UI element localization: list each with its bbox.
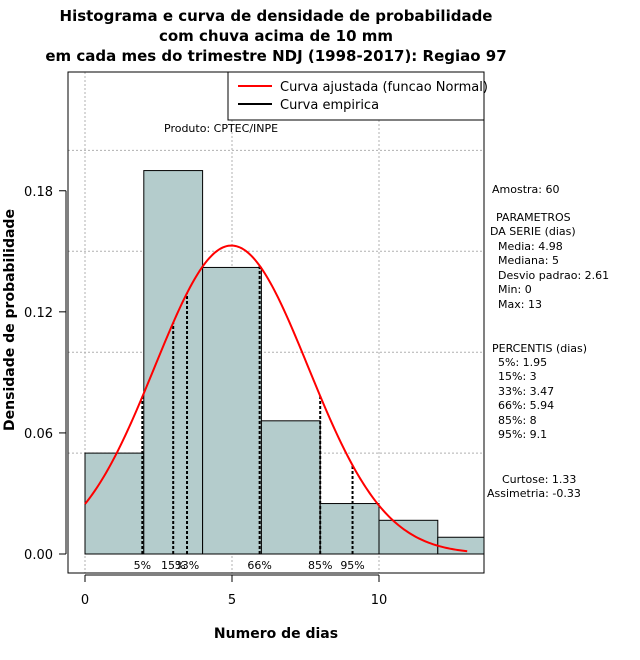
histogram-bar-3 [260,420,321,555]
x-tick-label-1: 5 [228,593,236,608]
y-tick-label-1: 0.06 [24,427,53,442]
percentile-label-4: 85% [308,559,332,572]
y-tick-label-3: 0.18 [24,185,53,200]
percentile-lines: 5% 15%33% 66% 85% 95% [134,265,365,572]
stat-p85: 85%: 8 [498,414,537,427]
product-label: Produto: CPTEC/INPE [164,122,278,135]
x-tick-label-2: 10 [371,593,388,608]
histogram-bar-4 [319,503,380,555]
histogram-bar-0 [84,452,145,555]
stat-sample: Amostra: 60 [492,183,559,196]
percentile-label-3: 66% [247,559,271,572]
chart-title-line-2: com chuva acima de 10 mm [159,27,393,45]
stat-p33: 33%: 3.47 [498,385,554,398]
stat-percentiles-title: PERCENTIS (dias) [492,342,587,355]
stat-max: Max: 13 [498,298,542,311]
histogram-bars [84,170,485,555]
chart-title-line-3: em cada mes do trimestre NDJ (1998-2017)… [45,47,506,65]
histogram-bar-5 [378,519,439,555]
legend: Curva ajustada (funcao Normal) Curva emp… [227,71,488,121]
x-tick-label-0: 0 [81,593,89,608]
fitted-normal-curve [84,244,468,553]
percentile-label-2: 33% [175,559,199,572]
stat-p66: 66%: 5.94 [498,399,554,412]
stat-sd: Desvio padrao: 2.61 [498,269,609,282]
legend-box [227,71,485,121]
stat-p95: 95%: 9.1 [498,428,547,441]
stat-skewness: Assimetria: -0.33 [487,487,581,500]
stat-min: Min: 0 [498,283,532,296]
percentile-label-1: 15% [161,559,185,572]
stat-mean: Media: 4.98 [498,240,563,253]
x-axis-title: Numero de dias [214,626,338,642]
chart-title-line-1: Histograma e curva de densidade de proba… [60,7,493,25]
axes: 0 5 10 0.00 0.06 0.12 0.18 [24,185,387,608]
histogram-bar-6 [437,536,485,555]
stat-p15: 15%: 3 [498,370,537,383]
stat-median: Mediana: 5 [498,254,559,267]
stat-params-title-2: DA SERIE (dias) [490,225,576,238]
percentile-label-0: 5% [134,559,151,572]
y-axis-title: Densidade de probabilidade [2,209,18,431]
percentile-label-5: 95% [340,559,364,572]
statistics-panel: Amostra: 60 PARAMETROS DA SERIE (dias) M… [487,183,609,500]
stat-params-title-1: PARAMETROS [496,211,571,224]
stat-p5: 5%: 1.95 [498,356,547,369]
histogram-bar-2 [202,266,262,555]
legend-fitted-label: Curva ajustada (funcao Normal) [280,80,488,95]
fitted-curve-group [84,244,468,553]
legend-empirical-label: Curva empirica [280,98,379,113]
y-tick-label-0: 0.00 [24,548,53,563]
y-tick-label-2: 0.12 [24,306,53,321]
stat-kurtosis: Curtose: 1.33 [502,473,576,486]
